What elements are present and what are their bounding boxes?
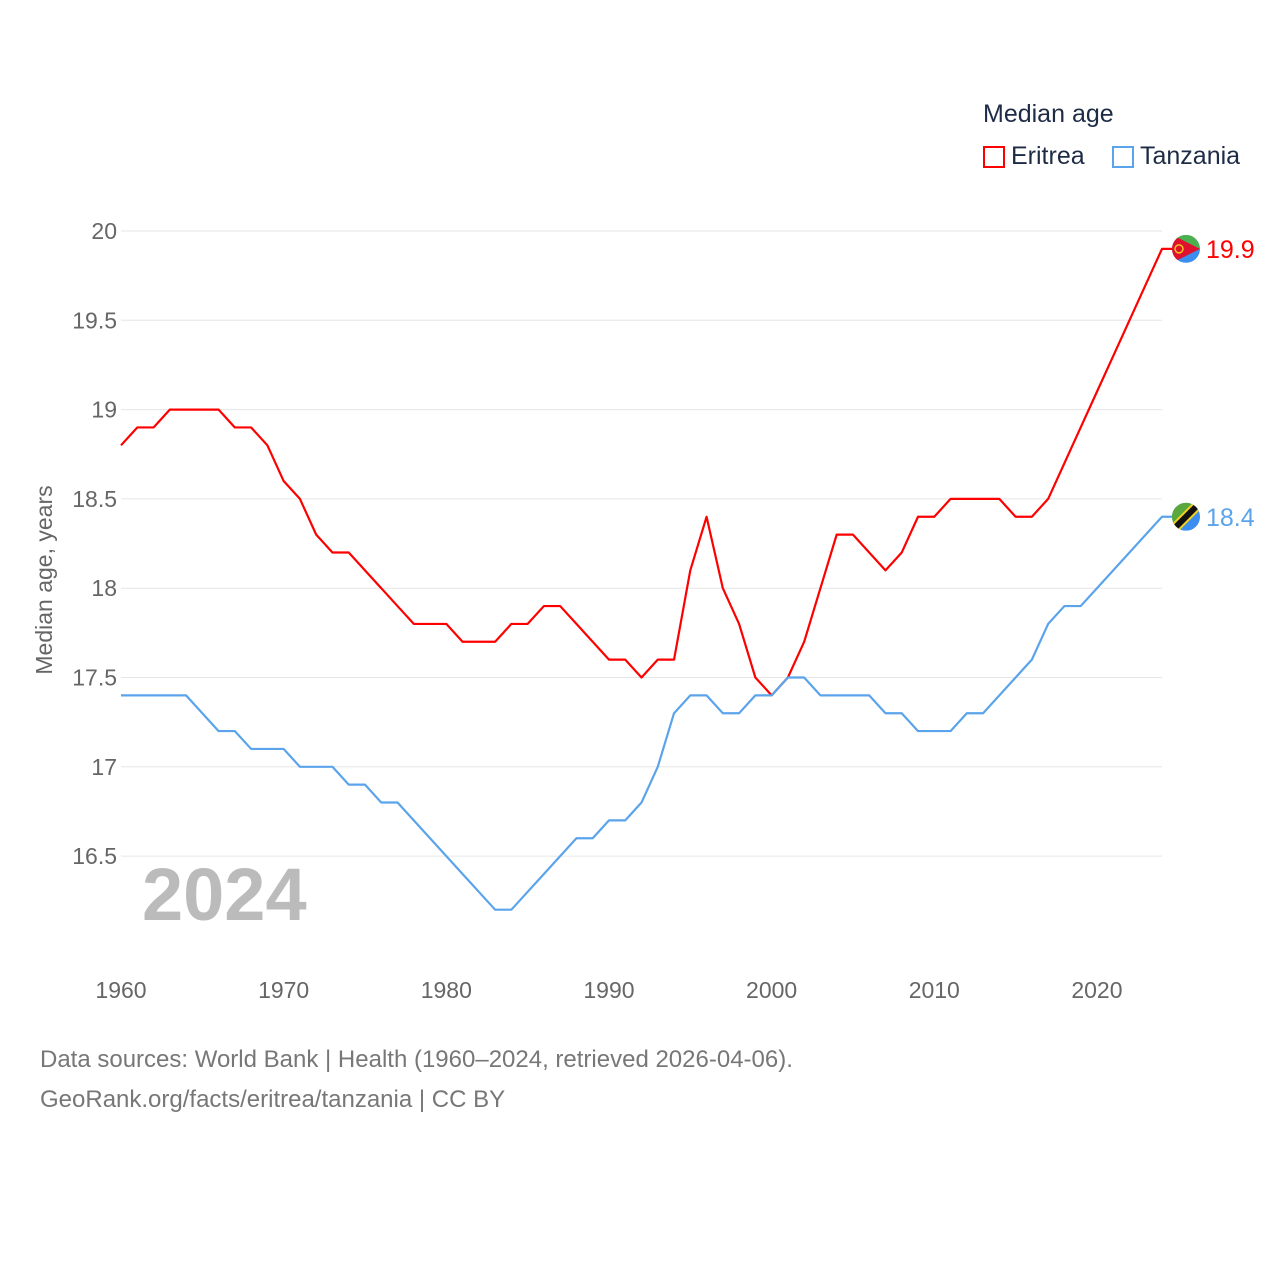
legend-title: Median age [983, 100, 1114, 128]
legend-label: Tanzania [1140, 142, 1241, 170]
x-tick-label: 1970 [258, 977, 309, 1003]
y-axis-label: Median age, years [31, 485, 57, 674]
y-tick-label: 19 [91, 397, 117, 423]
eritrea-flag-icon [1172, 234, 1200, 263]
data-sources: Data sources: World Bank | Health (1960–… [40, 1046, 793, 1073]
x-tick-label: 1980 [421, 977, 472, 1003]
series-line-tanzania [121, 515, 1176, 911]
x-tick-label: 2000 [746, 977, 797, 1003]
credit-link[interactable]: GeoRank.org/facts/eritrea/tanzania | CC … [40, 1086, 506, 1113]
x-tick-label: 1960 [95, 977, 146, 1003]
x-tick-label: 2010 [909, 977, 960, 1003]
legend-swatch [1112, 145, 1134, 168]
year-label: 2024 [142, 853, 307, 936]
legend-item-eritrea[interactable]: Eritrea [983, 142, 1085, 171]
y-tick-label: 18.5 [72, 486, 117, 512]
end-value-label-eritrea: 19.9 [1206, 236, 1255, 264]
tanzania-flag-icon [1172, 502, 1200, 531]
x-tick-label: 2020 [1071, 977, 1122, 1003]
legend-label: Eritrea [1011, 142, 1085, 170]
y-tick-label: 17 [91, 754, 117, 780]
x-tick-label: 1990 [583, 977, 634, 1003]
end-value-label-tanzania: 18.4 [1206, 504, 1255, 532]
legend-swatch [983, 145, 1005, 168]
y-tick-label: 16.5 [72, 843, 117, 869]
legend-item-tanzania[interactable]: Tanzania [1112, 142, 1240, 171]
y-tick-label: 18 [91, 575, 117, 601]
series-line-eritrea [120, 247, 1176, 697]
y-tick-label: 17.5 [72, 665, 117, 691]
y-tick-label: 20 [91, 218, 117, 244]
y-tick-label: 19.5 [72, 307, 117, 333]
